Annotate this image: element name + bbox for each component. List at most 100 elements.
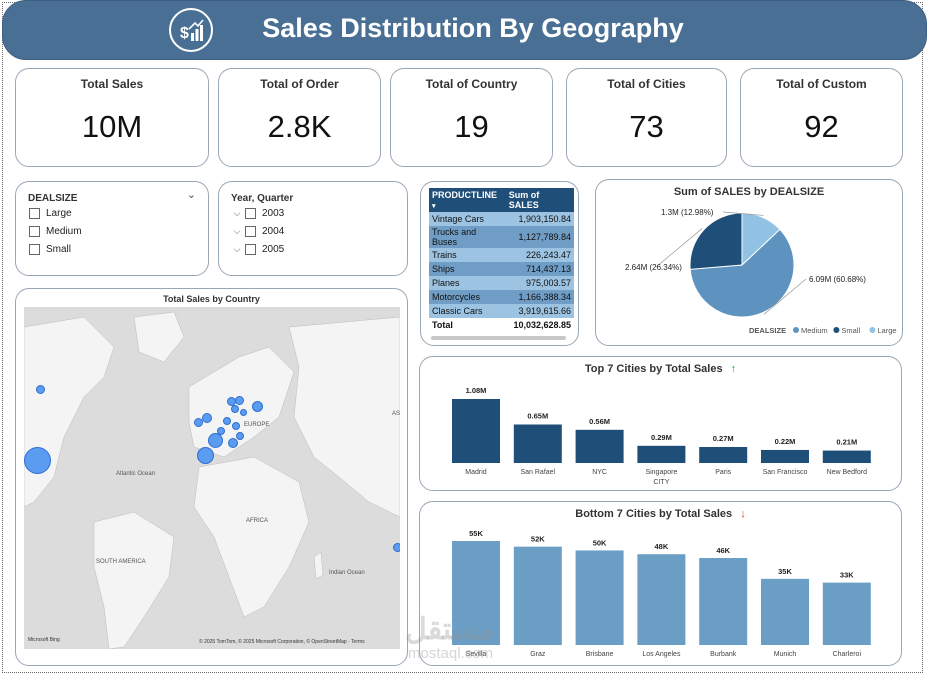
country-bubble[interactable] [235, 396, 244, 405]
legend-item-large[interactable]: Large [877, 326, 896, 335]
table-cell-productline: Trucks and Buses [432, 227, 477, 247]
bar[interactable] [699, 447, 748, 463]
bar[interactable] [452, 541, 500, 645]
sales-map-card[interactable]: Total Sales by Country Atlantic Ocean EU… [15, 288, 408, 666]
pie-slice-small[interactable] [689, 212, 743, 270]
legend-item-small[interactable]: Small [841, 326, 860, 335]
country-bubble[interactable] [393, 543, 400, 552]
bar[interactable] [575, 550, 624, 645]
country-bubble[interactable] [240, 409, 247, 416]
bar[interactable] [761, 449, 809, 463]
dealsize-pie-card[interactable]: Sum of SALES by DEALSIZE 6.09M (60.68%) 2… [595, 179, 903, 346]
legend-marker [869, 327, 876, 333]
table-row[interactable]: Trucks and Buses 1,127,789.84 [429, 226, 574, 248]
productline-table-card[interactable]: PRODUCTLINE ▾ Sum of SALES Vintage Cars 1,… [420, 181, 579, 346]
country-bubble[interactable] [223, 417, 231, 425]
map-provider-logo: Microsoft Bing [28, 637, 60, 643]
kpi-label: Total of Cities [607, 77, 686, 91]
kpi-card-total-orders[interactable]: Total of Order 2.8K [218, 68, 381, 167]
bar-data-label: 0.21M [836, 438, 857, 447]
checkbox[interactable] [245, 244, 256, 255]
bar[interactable] [822, 582, 871, 645]
kpi-card-total-cities[interactable]: Total of Cities 73 [566, 68, 727, 167]
slicer-option-large[interactable]: Large [29, 208, 72, 219]
bar-category-label: San Rafael [520, 469, 555, 476]
bar-category-label: Brisbane [586, 651, 614, 658]
table-row[interactable]: Motorcycles 1,166,388.34 [429, 290, 574, 304]
bar[interactable] [637, 445, 686, 463]
year-quarter-slicer[interactable]: Year, Quarter ⌵ 2003 ⌵ 2004 ⌵ 2005 [218, 181, 408, 276]
country-bubble[interactable] [228, 438, 238, 448]
bar-category-label: New Bedford [827, 469, 868, 476]
bar[interactable] [452, 399, 500, 463]
legend-item-medium[interactable]: Medium [801, 326, 828, 335]
kpi-card-total-country[interactable]: Total of Country 19 [390, 68, 553, 167]
country-bubble[interactable] [208, 433, 223, 448]
country-bubble[interactable] [36, 385, 45, 394]
table-cell-sales: 1,166,388.34 [518, 292, 571, 302]
table-cell-sales: 226,243.47 [525, 250, 571, 260]
chart-title: Total Sales by Country [163, 294, 260, 304]
bar[interactable] [575, 429, 624, 463]
bar[interactable] [513, 424, 562, 463]
bar-data-label: 35K [778, 567, 792, 576]
country-bubble[interactable] [217, 427, 225, 435]
bar[interactable] [699, 558, 748, 645]
country-bubble[interactable] [236, 432, 244, 440]
column-header-sales[interactable]: Sum of SALES [505, 188, 574, 212]
checkbox[interactable] [29, 244, 40, 255]
chevron-down-icon[interactable]: ⌵ [233, 244, 241, 254]
table-cell-productline: Vintage Cars [432, 214, 484, 224]
chevron-down-icon[interactable]: ⌵ [233, 208, 241, 218]
table-total-row: Total 10,032,628.85 [429, 318, 574, 332]
table-total-value: 10,032,628.85 [513, 320, 571, 330]
kpi-card-total-customers[interactable]: Total of Custom 92 [740, 68, 903, 167]
checkbox[interactable] [29, 226, 40, 237]
bar-data-label: 0.22M [775, 437, 796, 446]
top-cities-chart-card[interactable]: Top 7 Cities by Total Sales ↑ 1.08M Madri… [419, 356, 902, 491]
bar[interactable] [822, 450, 871, 463]
slicer-option-2005[interactable]: ⌵ 2005 [231, 244, 284, 255]
world-map[interactable]: Atlantic Ocean EUROPE AFRICA SOUTH AMERI… [24, 307, 400, 649]
checkbox[interactable] [245, 208, 256, 219]
kpi-value: 19 [454, 109, 489, 144]
bar-data-label: 0.56M [589, 417, 610, 426]
table-row[interactable]: Vintage Cars 1,903,150.84 [429, 212, 574, 226]
pie-slice-large[interactable] [741, 212, 781, 267]
table-row[interactable]: Ships 714,437.13 [429, 262, 574, 276]
bar-data-label: 0.27M [713, 434, 734, 443]
country-bubble[interactable] [24, 447, 51, 474]
pie-slice-medium[interactable] [689, 228, 795, 318]
slicer-option-small[interactable]: Small [29, 244, 71, 255]
table-row[interactable]: Planes 975,003.57 [429, 276, 574, 290]
dealsize-slicer[interactable]: DEALSIZE ⌄ Large Medium Small [15, 181, 209, 276]
table-scrollbar[interactable] [431, 336, 566, 340]
bar[interactable] [637, 554, 686, 645]
bar[interactable] [761, 578, 809, 645]
slicer-option-2004[interactable]: ⌵ 2004 [231, 226, 284, 237]
table-row[interactable]: Trains 226,243.47 [429, 248, 574, 262]
bottom-cities-chart-card[interactable]: Bottom 7 Cities by Total Sales ↓ 55K Sevi… [419, 501, 902, 666]
column-header-productline[interactable]: PRODUCTLINE ▾ [429, 188, 506, 212]
bar-category-label: Burbank [710, 651, 737, 658]
country-bubble[interactable] [202, 413, 212, 423]
table-row[interactable]: Classic Cars 3,919,615.66 [429, 304, 574, 318]
bar-category-label: CITY [653, 479, 669, 486]
country-bubble[interactable] [232, 422, 240, 430]
chevron-down-icon[interactable]: ⌄ [186, 189, 196, 201]
kpi-card-total-sales[interactable]: Total Sales 10M [15, 68, 209, 167]
kpi-label: Total of Order [260, 77, 339, 91]
table-cell-productline: Trains [432, 250, 457, 260]
checkbox[interactable] [29, 208, 40, 219]
slicer-option-2003[interactable]: ⌵ 2003 [231, 208, 284, 219]
checkbox[interactable] [245, 226, 256, 237]
chevron-down-icon[interactable]: ⌵ [233, 226, 241, 236]
sales-chart-icon: $ [169, 8, 213, 52]
slicer-option-medium[interactable]: Medium [29, 226, 82, 237]
country-bubble[interactable] [252, 401, 263, 412]
svg-text:$: $ [180, 25, 189, 42]
country-bubble[interactable] [194, 418, 203, 427]
country-bubble[interactable] [197, 447, 214, 464]
bar[interactable] [513, 546, 562, 645]
country-bubble[interactable] [231, 405, 239, 413]
